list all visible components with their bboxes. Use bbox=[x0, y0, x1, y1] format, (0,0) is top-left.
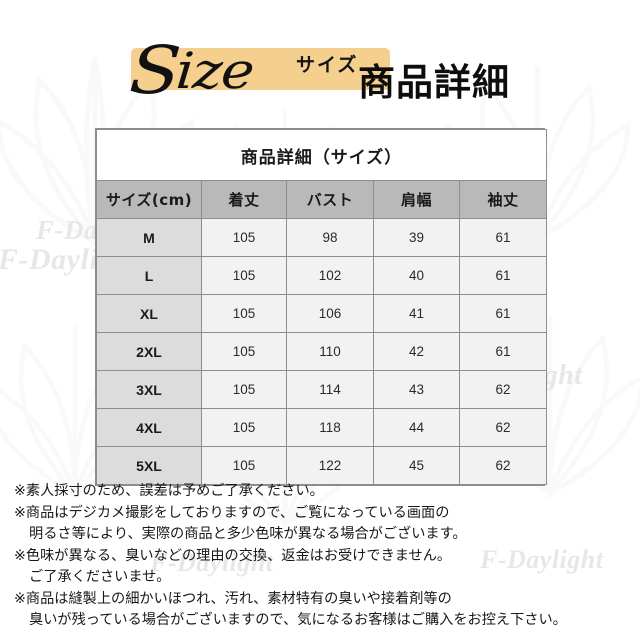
page-title-script: Size bbox=[127, 32, 256, 109]
cell-size: 5XL bbox=[96, 446, 202, 485]
page-title-kanji: 商品詳細 bbox=[358, 60, 510, 104]
note-line: ご了承くださいませ。 bbox=[29, 569, 171, 585]
cell-length: 105 bbox=[201, 218, 287, 257]
table-row: L 105 102 40 61 bbox=[96, 256, 548, 295]
page-heading: Size サイズ 商品詳細 bbox=[0, 32, 640, 116]
page-title-rest: ize bbox=[173, 42, 256, 100]
cell-shoulder: 42 bbox=[373, 332, 460, 371]
table-header-row: サイズ(cm) 着丈 バスト 肩幅 袖丈 bbox=[96, 180, 548, 219]
size-table: 商品詳細（サイズ） サイズ(cm) 着丈 バスト 肩幅 袖丈 M 105 98 … bbox=[95, 129, 548, 485]
cell-bust: 122 bbox=[286, 446, 374, 485]
cell-length: 105 bbox=[201, 408, 287, 447]
heading-highlight-box bbox=[131, 48, 390, 90]
cell-bust: 118 bbox=[286, 408, 374, 447]
table-row: M 105 98 39 61 bbox=[96, 218, 548, 257]
size-table-container: 商品詳細（サイズ） サイズ(cm) 着丈 バスト 肩幅 袖丈 M 105 98 … bbox=[95, 128, 548, 486]
table-row: 4XL 105 118 44 62 bbox=[96, 408, 548, 447]
column-header-length: 着丈 bbox=[201, 180, 287, 219]
cell-length: 105 bbox=[201, 446, 287, 485]
cell-sleeve: 61 bbox=[458, 218, 548, 257]
cell-shoulder: 41 bbox=[373, 294, 460, 333]
note-line: 臭いが残っている場合がございますので、気になるお客様はご購入をお控え下さい。 bbox=[29, 612, 567, 628]
cell-length: 105 bbox=[201, 332, 287, 371]
cell-bust: 98 bbox=[286, 218, 374, 257]
page-title-initial: S bbox=[127, 32, 180, 109]
cell-shoulder: 39 bbox=[373, 218, 460, 257]
column-header-shoulder: 肩幅 bbox=[373, 180, 460, 219]
cell-size: M bbox=[96, 218, 202, 257]
cell-length: 105 bbox=[201, 294, 287, 333]
cell-sleeve: 62 bbox=[458, 370, 548, 409]
note-line: ※素人採寸のため、誤差は予めご了承ください。 bbox=[14, 483, 324, 499]
cell-shoulder: 40 bbox=[373, 256, 460, 295]
table-title-row: 商品詳細（サイズ） bbox=[95, 129, 548, 181]
cell-length: 105 bbox=[201, 256, 287, 295]
disclaimer-notes: ※素人採寸のため、誤差は予めご了承ください。 ※商品はデジカメ撮影をしております… bbox=[14, 481, 630, 632]
cell-size: 4XL bbox=[96, 408, 202, 447]
cell-bust: 110 bbox=[286, 332, 374, 371]
note-line: ※商品はデジカメ撮影をしておりますので、ご覧になっている画面の bbox=[14, 504, 450, 521]
cell-sleeve: 62 bbox=[458, 408, 548, 447]
cell-sleeve: 62 bbox=[458, 446, 548, 485]
table-row: 3XL 105 114 43 62 bbox=[96, 370, 548, 409]
cell-length: 105 bbox=[201, 370, 287, 409]
note-line: ※色味が異なる、臭いなどの理由の交換、返金はお受けできません。 bbox=[14, 547, 452, 564]
note-line: 明るさ等により、実際の商品と多少色味が異なる場合がございます。 bbox=[29, 526, 467, 542]
cell-size: XL bbox=[96, 294, 202, 333]
column-header-bust: バスト bbox=[286, 180, 374, 219]
table-row: XL 105 106 41 61 bbox=[96, 294, 548, 333]
cell-sleeve: 61 bbox=[458, 332, 548, 371]
cell-shoulder: 45 bbox=[373, 446, 460, 485]
column-header-size: サイズ(cm) bbox=[96, 180, 202, 219]
table-row: 5XL 105 122 45 62 bbox=[96, 446, 548, 485]
cell-size: 3XL bbox=[96, 370, 202, 409]
cell-bust: 106 bbox=[286, 294, 374, 333]
cell-shoulder: 44 bbox=[373, 408, 460, 447]
cell-size: 2XL bbox=[96, 332, 202, 371]
note-line: ※商品は縫製上の細かいほつれ、汚れ、素材特有の臭いや接着剤等の bbox=[14, 590, 452, 607]
cell-bust: 102 bbox=[286, 256, 374, 295]
column-header-sleeve: 袖丈 bbox=[458, 180, 548, 219]
cell-bust: 114 bbox=[286, 370, 374, 409]
page-title-katakana: サイズ bbox=[296, 54, 359, 76]
cell-sleeve: 61 bbox=[458, 256, 548, 295]
cell-shoulder: 43 bbox=[373, 370, 460, 409]
size-table-body: 商品詳細（サイズ） サイズ(cm) 着丈 バスト 肩幅 袖丈 M 105 98 … bbox=[95, 129, 548, 485]
table-row: 2XL 105 110 42 61 bbox=[96, 332, 548, 371]
cell-sleeve: 61 bbox=[458, 294, 548, 333]
cell-size: L bbox=[96, 256, 202, 295]
size-table-title: 商品詳細（サイズ） bbox=[95, 129, 548, 181]
